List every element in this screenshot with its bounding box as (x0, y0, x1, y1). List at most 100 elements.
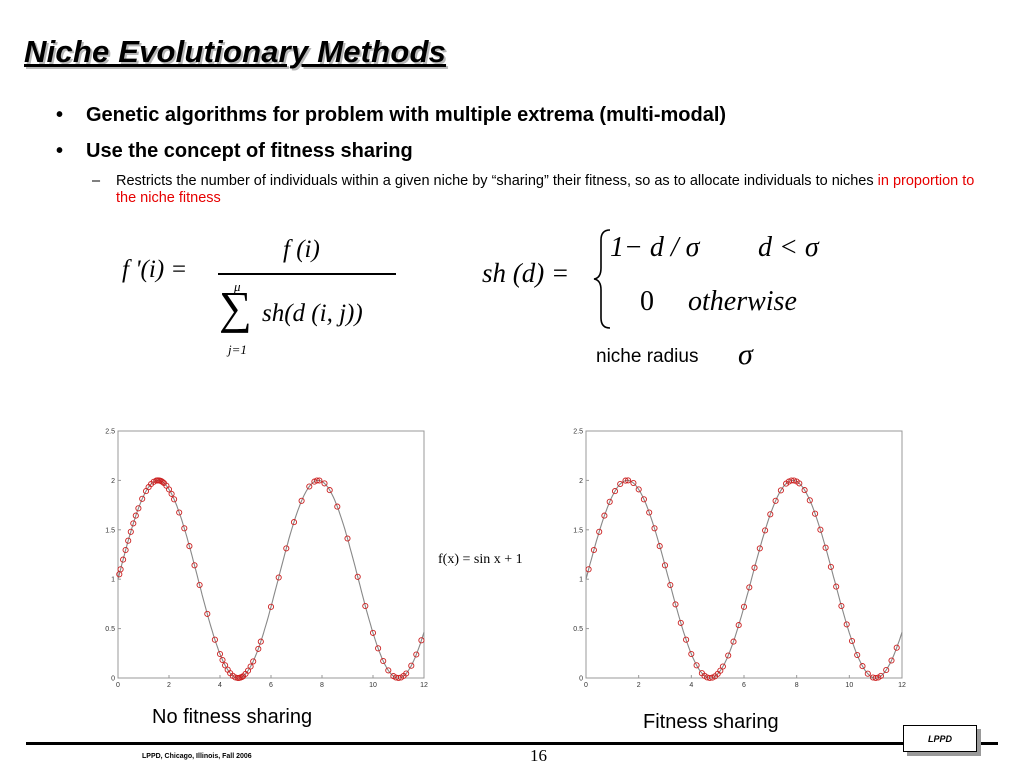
individual-point (244, 667, 252, 674)
individual-point (403, 670, 410, 677)
bullet-text-2: Use the concept of fitness sharing (86, 140, 413, 162)
x-tick-label: 8 (320, 682, 324, 689)
individual-point (601, 512, 608, 519)
x-tick-label: 6 (269, 682, 273, 689)
individual-point (672, 601, 679, 608)
eq1-sum-upper: μ (234, 279, 241, 294)
individual-point (606, 498, 613, 505)
sub-bullet: – Restricts the number of individuals wi… (92, 173, 976, 207)
y-tick-label: 1 (111, 577, 115, 584)
left-brace-icon (593, 229, 611, 329)
eq2-case1-expr: 1− d / σ (610, 232, 700, 263)
individual-point (255, 645, 262, 652)
individual-point (617, 480, 624, 488)
individual-point (777, 487, 784, 494)
individual-point (395, 674, 402, 682)
individual-point (139, 495, 146, 502)
individual-point (176, 509, 183, 516)
individual-point (767, 511, 774, 518)
individual-point (369, 629, 377, 636)
individual-point (316, 477, 323, 484)
y-tick-label: 2.5 (105, 429, 115, 436)
individual-point (859, 663, 866, 670)
bullet-dot: • (56, 140, 64, 162)
y-tick-label: 0.5 (105, 626, 115, 633)
individual-point (275, 574, 282, 581)
individual-point (219, 656, 226, 664)
individual-point (238, 674, 245, 681)
individual-point (848, 637, 856, 645)
individual-point (290, 519, 298, 526)
individual-point (817, 526, 824, 533)
individual-point (719, 663, 726, 670)
individual-point (661, 562, 669, 569)
y-tick-label: 2 (111, 478, 115, 485)
plot-frame (117, 430, 425, 679)
individual-point (117, 566, 124, 573)
x-tick-label: 12 (898, 682, 906, 689)
individual-point (762, 527, 769, 534)
eq2-case2-cond: otherwise (688, 286, 797, 317)
bullet-text-1: Genetic algorithms for problem with mult… (86, 104, 727, 126)
eq1-denominator: sh(d (i, j)) (262, 300, 363, 327)
individual-point (186, 543, 193, 550)
individual-point (635, 486, 642, 493)
individual-point (693, 662, 700, 669)
individual-point (640, 496, 647, 503)
individual-point (204, 610, 211, 617)
function-curve (117, 479, 425, 679)
sub-bullet-text: Restricts the number of individuals with… (116, 173, 878, 189)
individual-point (656, 543, 663, 550)
individual-point (717, 667, 724, 674)
individual-point (611, 488, 619, 495)
individual-point (646, 509, 653, 516)
individual-point (125, 537, 132, 544)
individual-point (877, 672, 884, 679)
eq1-numerator: f (i) (283, 236, 320, 263)
individual-point (375, 645, 382, 652)
y-tick-label: 1.5 (105, 527, 115, 534)
caption-no-fitness-sharing: No fitness sharing (152, 706, 313, 728)
individual-point (590, 546, 597, 554)
eq1-fraction-line (218, 273, 396, 275)
individual-point (854, 651, 861, 659)
individual-point (408, 662, 415, 669)
individual-point (196, 581, 203, 589)
individual-point (790, 477, 798, 484)
individual-point (630, 479, 637, 487)
individual-point (334, 503, 341, 510)
individual-point (135, 505, 142, 512)
individual-point (191, 562, 198, 569)
y-tick-label: 2 (579, 478, 583, 485)
individual-point (585, 566, 592, 573)
individual-point (380, 657, 387, 665)
individual-point (313, 477, 320, 484)
sum-symbol-icon: ∑ (219, 282, 252, 333)
y-tick-label: 1.5 (573, 527, 583, 534)
individual-point (801, 487, 808, 494)
individual-point (864, 670, 871, 677)
individual-point (730, 638, 737, 645)
individual-point (171, 496, 178, 503)
lppd-logo: LPPD (903, 725, 977, 752)
individual-point (872, 674, 879, 682)
x-tick-label: 4 (218, 682, 222, 689)
individual-point (130, 520, 137, 527)
individual-point (651, 525, 658, 532)
individual-point (165, 486, 173, 493)
x-tick-label: 4 (689, 682, 693, 689)
individual-point (257, 638, 264, 645)
eq1-sum-lower: j=1 (228, 342, 247, 357)
individual-point (344, 535, 351, 542)
eq2-lhs: sh (d) = (482, 258, 570, 288)
individual-point (833, 583, 840, 590)
x-tick-label: 2 (637, 682, 641, 689)
caption-fitness-sharing: Fitness sharing (643, 711, 779, 733)
page-number: 16 (530, 746, 547, 765)
individual-point (827, 563, 834, 570)
individual-point (843, 621, 850, 628)
y-tick-label: 0 (111, 676, 115, 683)
individual-point (413, 651, 420, 658)
individual-point (725, 652, 732, 659)
function-curve (585, 479, 903, 679)
